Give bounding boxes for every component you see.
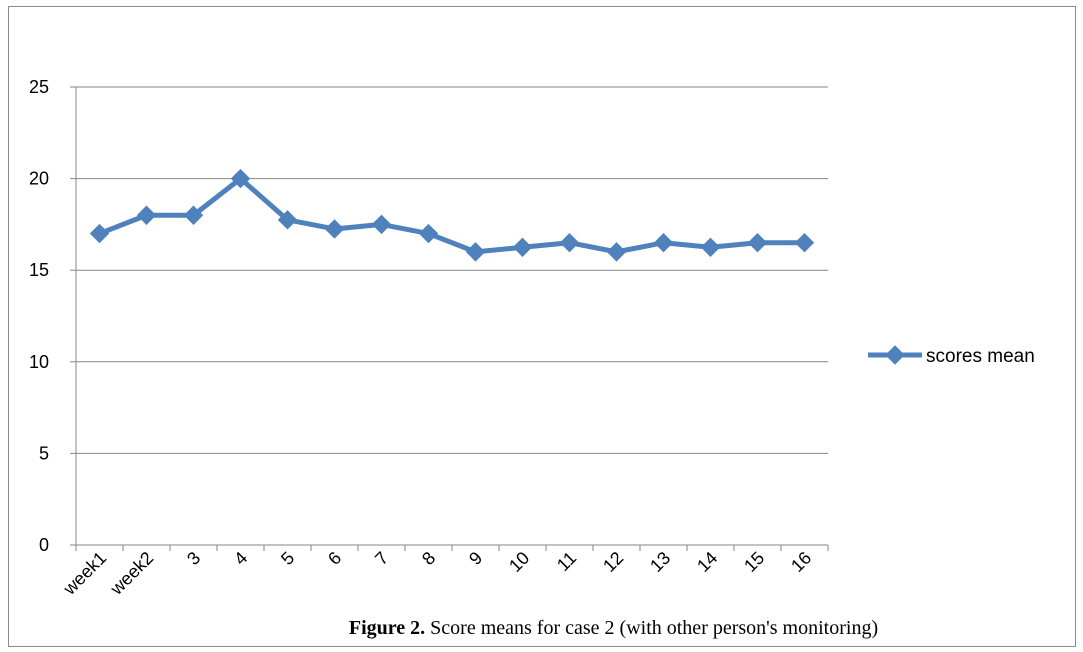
legend-marker-diamond <box>885 345 905 365</box>
data-point-marker <box>89 223 110 244</box>
x-tick-label: 10 <box>505 548 533 576</box>
caption-text: Score means for case 2 (with other perso… <box>425 617 879 639</box>
y-tick-label: 0 <box>39 535 49 555</box>
y-tick-label: 25 <box>29 77 49 97</box>
y-tick-label: 20 <box>29 169 49 189</box>
gridlines <box>76 86 828 454</box>
x-tick-label: 13 <box>646 548 674 576</box>
y-tick-label: 5 <box>39 443 49 463</box>
data-point-marker <box>606 242 627 262</box>
x-tick-label: 16 <box>787 548 815 576</box>
x-tick-label: week2 <box>106 548 158 600</box>
data-point-marker <box>371 214 392 235</box>
x-tick-label: 7 <box>371 548 392 569</box>
legend: scores mean <box>868 345 1035 367</box>
data-point-marker <box>183 205 204 225</box>
data-point-marker <box>230 168 251 189</box>
caption-label: Figure 2. <box>348 617 426 639</box>
x-tick-label: 6 <box>324 548 345 569</box>
data-point-marker <box>794 233 815 253</box>
x-tick-label: 11 <box>553 548 580 575</box>
data-point-marker <box>653 233 674 253</box>
data-point-marker <box>465 242 486 262</box>
x-tick-label: week1 <box>59 548 111 600</box>
data-point-marker <box>700 237 721 258</box>
x-tick-label: 5 <box>277 548 298 569</box>
data-point-marker <box>747 233 768 253</box>
y-tick-labels: 0 5 10 15 20 25 <box>29 77 49 555</box>
figure-caption: Figure 2. Score means for case 2 (with o… <box>0 617 1083 640</box>
data-point-marker <box>418 223 439 244</box>
y-tick-label: 10 <box>29 352 49 372</box>
x-tick-label: 8 <box>418 548 439 569</box>
data-point-marker <box>512 237 533 258</box>
x-tick-label: 9 <box>465 548 486 569</box>
series-line <box>98 176 805 255</box>
x-tick-label: 14 <box>693 548 721 576</box>
data-point-marker <box>559 233 580 253</box>
data-point-marker <box>277 210 298 230</box>
x-tick-label: 3 <box>183 548 204 569</box>
data-point-marker <box>324 219 345 239</box>
series-scores-mean <box>89 168 815 262</box>
y-tick-label: 15 <box>29 260 49 280</box>
axes <box>70 86 829 551</box>
chart-frame <box>8 6 1076 647</box>
data-point-marker <box>136 205 157 225</box>
x-tick-label: 12 <box>599 548 627 576</box>
x-tick-label: 15 <box>740 548 768 576</box>
legend-label: scores mean <box>926 346 1035 367</box>
x-tick-label: 4 <box>230 548 251 569</box>
